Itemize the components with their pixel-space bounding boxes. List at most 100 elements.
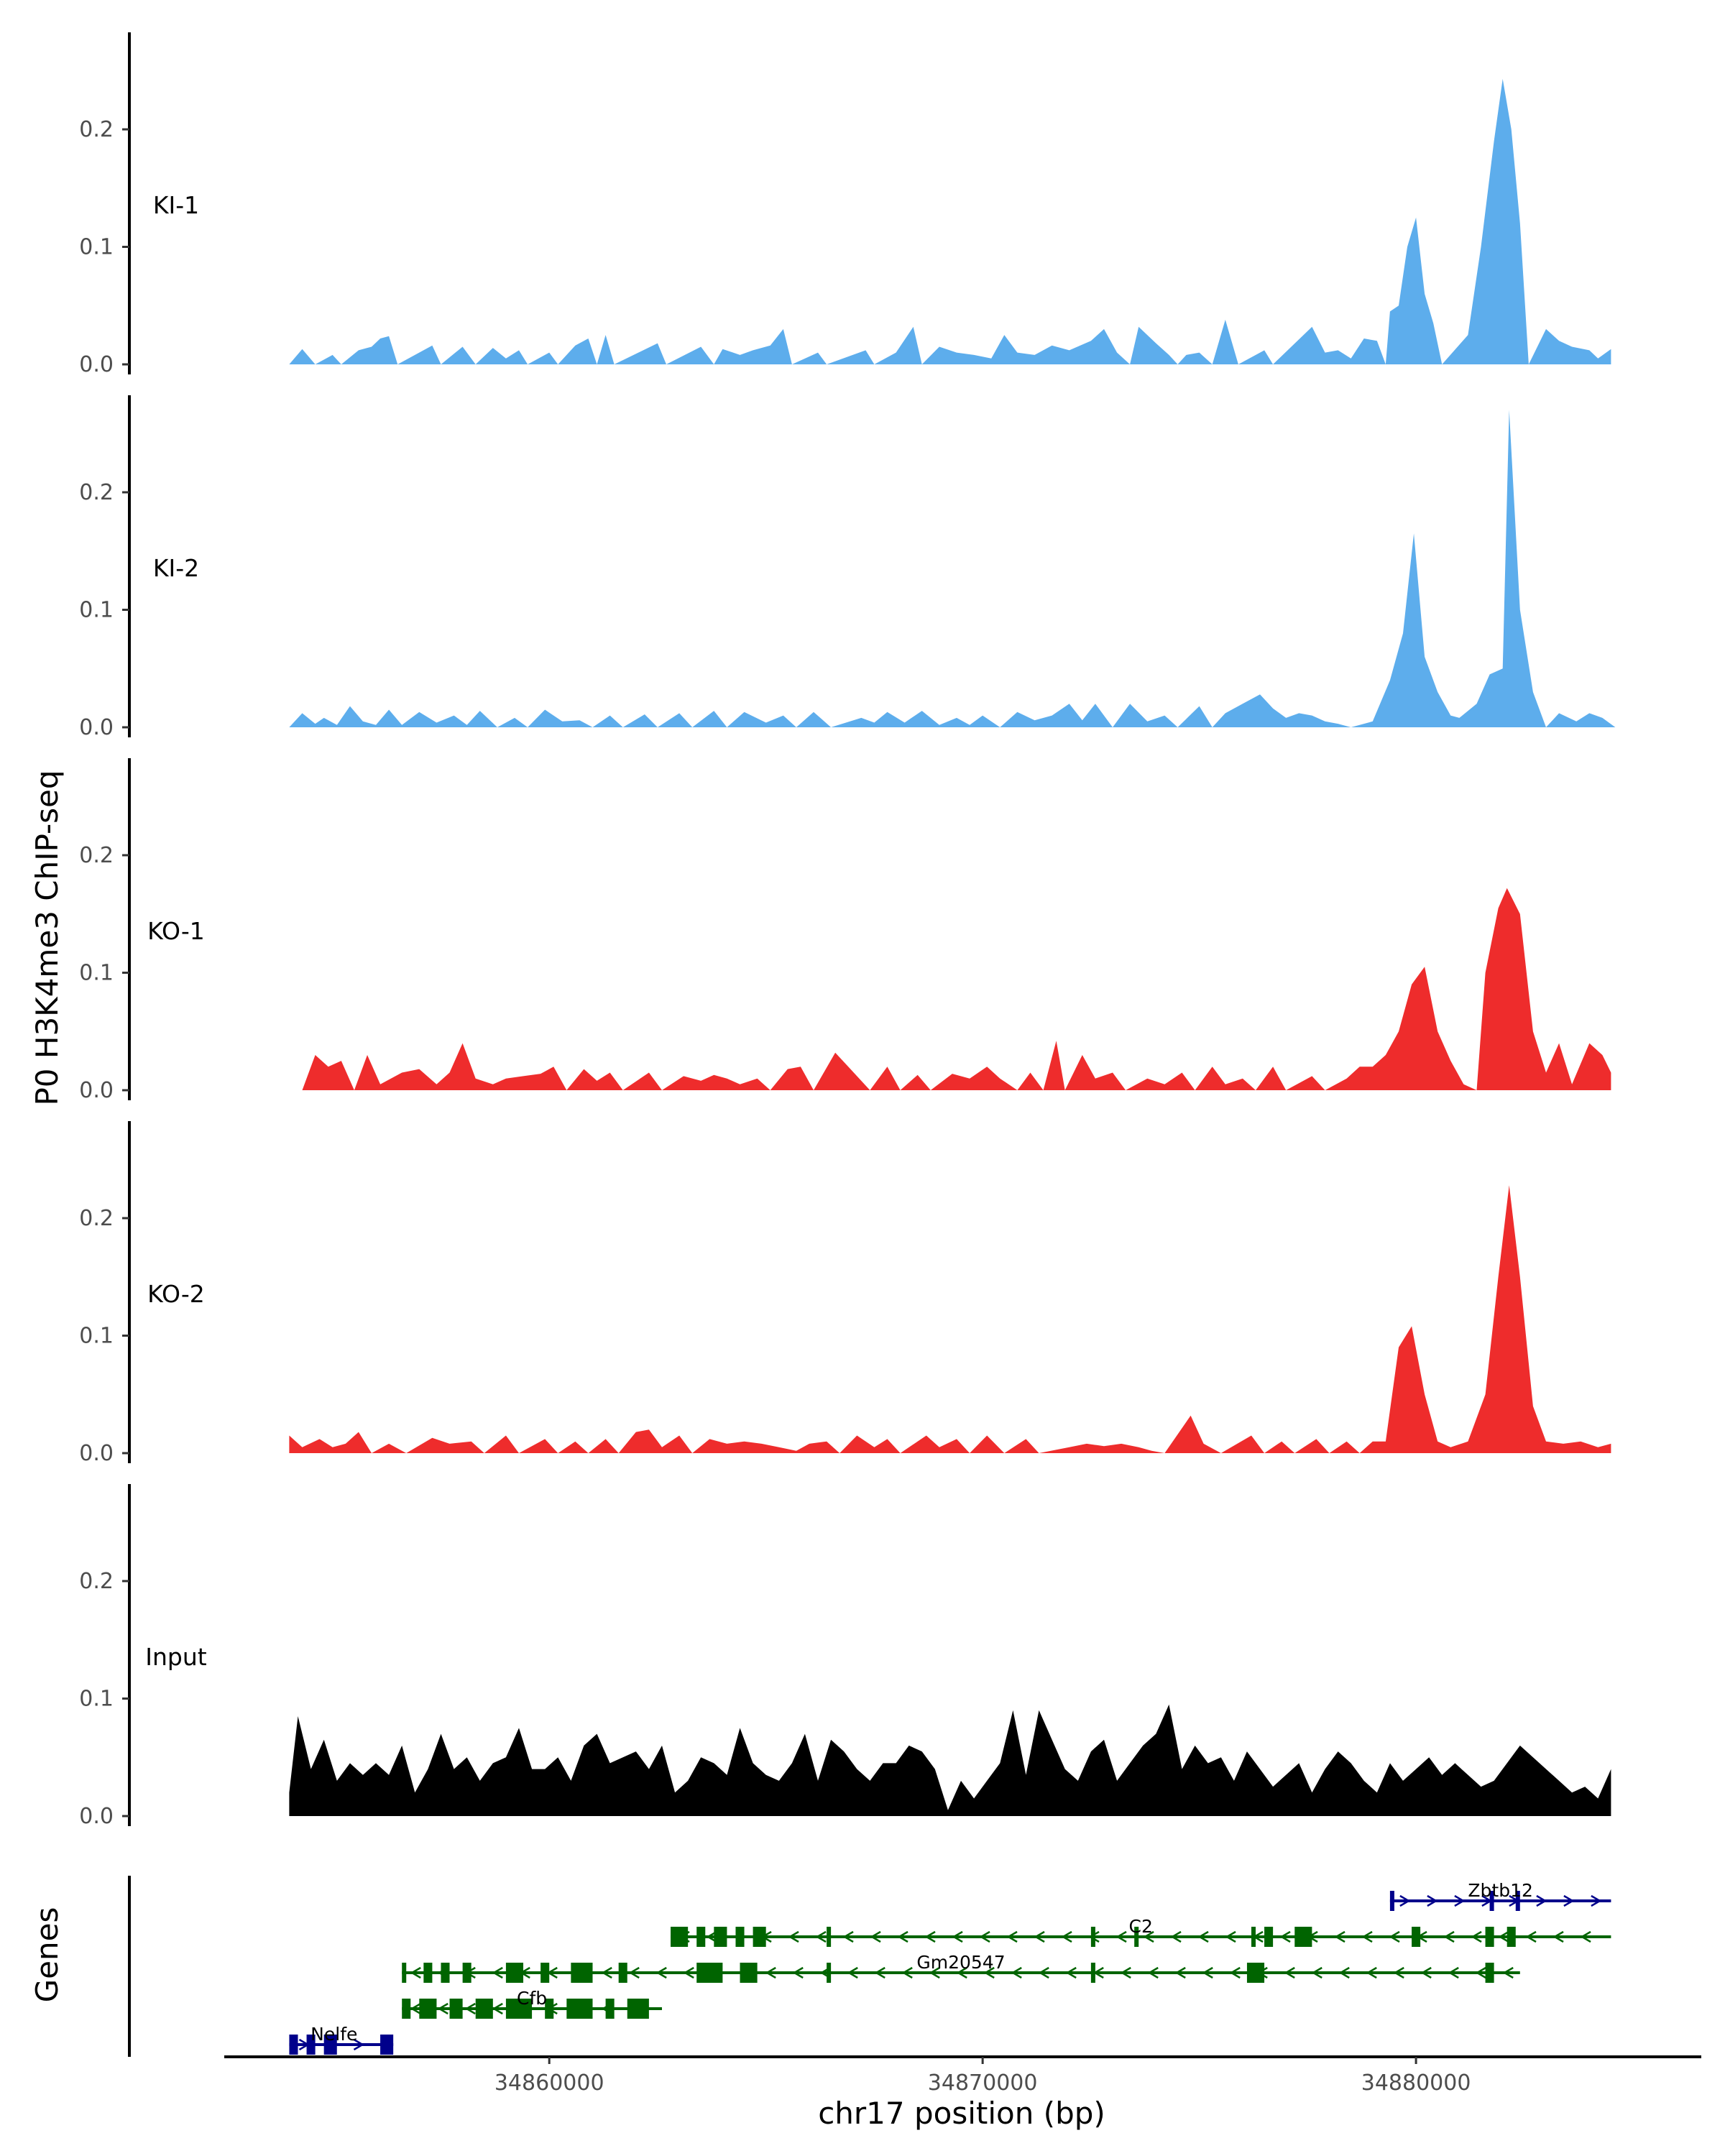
exon [423, 1963, 433, 1983]
exon [475, 1999, 493, 2019]
strand-arrow [410, 1966, 421, 1979]
exon [1264, 1927, 1274, 1947]
genes-track: Genes Zbtb12 C2 Gm20547 Cfb Nelfe [29, 1876, 1611, 2057]
exon [402, 1963, 407, 1983]
signal-area-ko-1 [302, 888, 1611, 1090]
exon [402, 1999, 411, 2019]
gene-gm20547: Gm20547 [402, 1952, 1520, 1983]
strand-arrow [1475, 1966, 1486, 1979]
y-tick-label: 0.2 [79, 117, 114, 142]
exon [566, 1999, 593, 2019]
strand-arrow [1006, 1930, 1018, 1943]
strand-arrow [353, 2038, 364, 2051]
strand-arrow [1034, 1930, 1045, 1943]
exon [1090, 1927, 1095, 1947]
y-tick-label: 0.0 [79, 1078, 114, 1103]
strand-arrow [765, 1966, 776, 1979]
y-tick-label: 0.0 [79, 1441, 114, 1466]
exon [306, 2035, 316, 2055]
strand-arrow [683, 1966, 694, 1979]
strand-arrow [1563, 1894, 1575, 1907]
strand-arrow [1061, 1930, 1072, 1943]
strand-arrow [1502, 1966, 1514, 1979]
exon [1294, 1927, 1312, 1947]
exon [540, 1963, 550, 1983]
exon [1389, 1891, 1394, 1911]
gene-cfb: Cfb [402, 1988, 662, 2019]
strand-arrow [1361, 1930, 1373, 1943]
y-tick-label: 0.1 [79, 598, 114, 623]
signal-area-ki-1 [289, 78, 1611, 364]
exon [827, 1927, 832, 1947]
y-tick-label: 0.0 [79, 352, 114, 377]
strand-arrow [1366, 1966, 1377, 1979]
exon [289, 2035, 298, 2055]
track-ki-1: 0.0 0.1 0.2 KI-1 [79, 32, 1611, 377]
strand-arrow [956, 1966, 967, 1979]
strand-arrow [1011, 1966, 1022, 1979]
exon [505, 1963, 524, 1983]
strand-arrow [1174, 1966, 1186, 1979]
track-label: KO-1 [147, 917, 205, 945]
strand-arrow [1088, 1930, 1100, 1943]
signal-area-ki-2 [289, 410, 1616, 727]
strand-arrow [901, 1966, 913, 1979]
exon [1506, 1927, 1516, 1947]
track-ko-2: 0.0 0.1 0.2 KO-2 [79, 1121, 1611, 1466]
strand-arrow [1448, 1966, 1459, 1979]
strand-arrow [1393, 1966, 1404, 1979]
strand-arrow [492, 2002, 503, 2015]
strand-arrow [464, 2002, 476, 2015]
exon [323, 2035, 337, 2055]
exon [380, 2035, 394, 2055]
strand-arrow [1311, 1966, 1322, 1979]
strand-arrow [1552, 1930, 1564, 1943]
strand-arrow [1229, 1966, 1241, 1979]
gene-zbtb12: Zbtb12 [1389, 1880, 1611, 1911]
y-tick-label: 0.1 [79, 235, 114, 260]
x-tick-label: 34860000 [494, 2070, 604, 2096]
strand-arrow [952, 1930, 963, 1943]
strand-arrow [410, 2002, 421, 2015]
gene-label: C2 [1129, 1916, 1153, 1937]
track-ki-2: 0.0 0.1 0.2 KI-2 [79, 395, 1616, 740]
strand-arrow [492, 1966, 503, 1979]
gene-label: Gm20547 [916, 1952, 1005, 1973]
strand-arrow [979, 1930, 990, 1943]
x-tick-label: 34870000 [928, 2070, 1038, 2096]
strand-arrow [1038, 1966, 1049, 1979]
y-tick-label: 0.1 [79, 1687, 114, 1712]
strand-arrow [1284, 1966, 1295, 1979]
track-label: KI-2 [153, 554, 199, 582]
exon [1515, 1891, 1520, 1911]
signal-area-ko-2 [289, 1185, 1611, 1453]
y-tick-label: 0.2 [79, 843, 114, 868]
strand-arrow [870, 1930, 881, 1943]
strand-arrow [983, 1966, 995, 1979]
y-tick-label: 0.2 [79, 1206, 114, 1231]
x-axis: chr17 position (bp) 34860000 34870000 3488… [224, 2055, 1701, 2131]
strand-arrow [1498, 1930, 1509, 1943]
strand-arrow [897, 1930, 908, 1943]
strand-arrow [842, 1930, 854, 1943]
exon [1134, 1927, 1139, 1947]
gene-nelfe: Nelfe [289, 2024, 394, 2055]
exon [571, 1963, 593, 1983]
exon [827, 1963, 832, 1983]
strand-arrow [1443, 1930, 1455, 1943]
strand-arrow [1389, 1930, 1400, 1943]
strand-arrow [1334, 1930, 1346, 1943]
x-tick-label: 34880000 [1361, 2070, 1471, 2096]
strand-arrow [792, 1966, 804, 1979]
strand-arrow [1170, 1930, 1182, 1943]
exon [1412, 1927, 1421, 1947]
strand-arrow [815, 1930, 827, 1943]
exon [618, 1963, 627, 1983]
gene-c2: C2 [671, 1916, 1611, 1947]
strand-arrow [656, 1966, 667, 1979]
signal-area-input [289, 1704, 1611, 1816]
exon [671, 1927, 689, 1947]
exon [1090, 1963, 1095, 1983]
strand-arrow [1197, 1930, 1209, 1943]
gene-label: Zbtb12 [1468, 1880, 1532, 1901]
